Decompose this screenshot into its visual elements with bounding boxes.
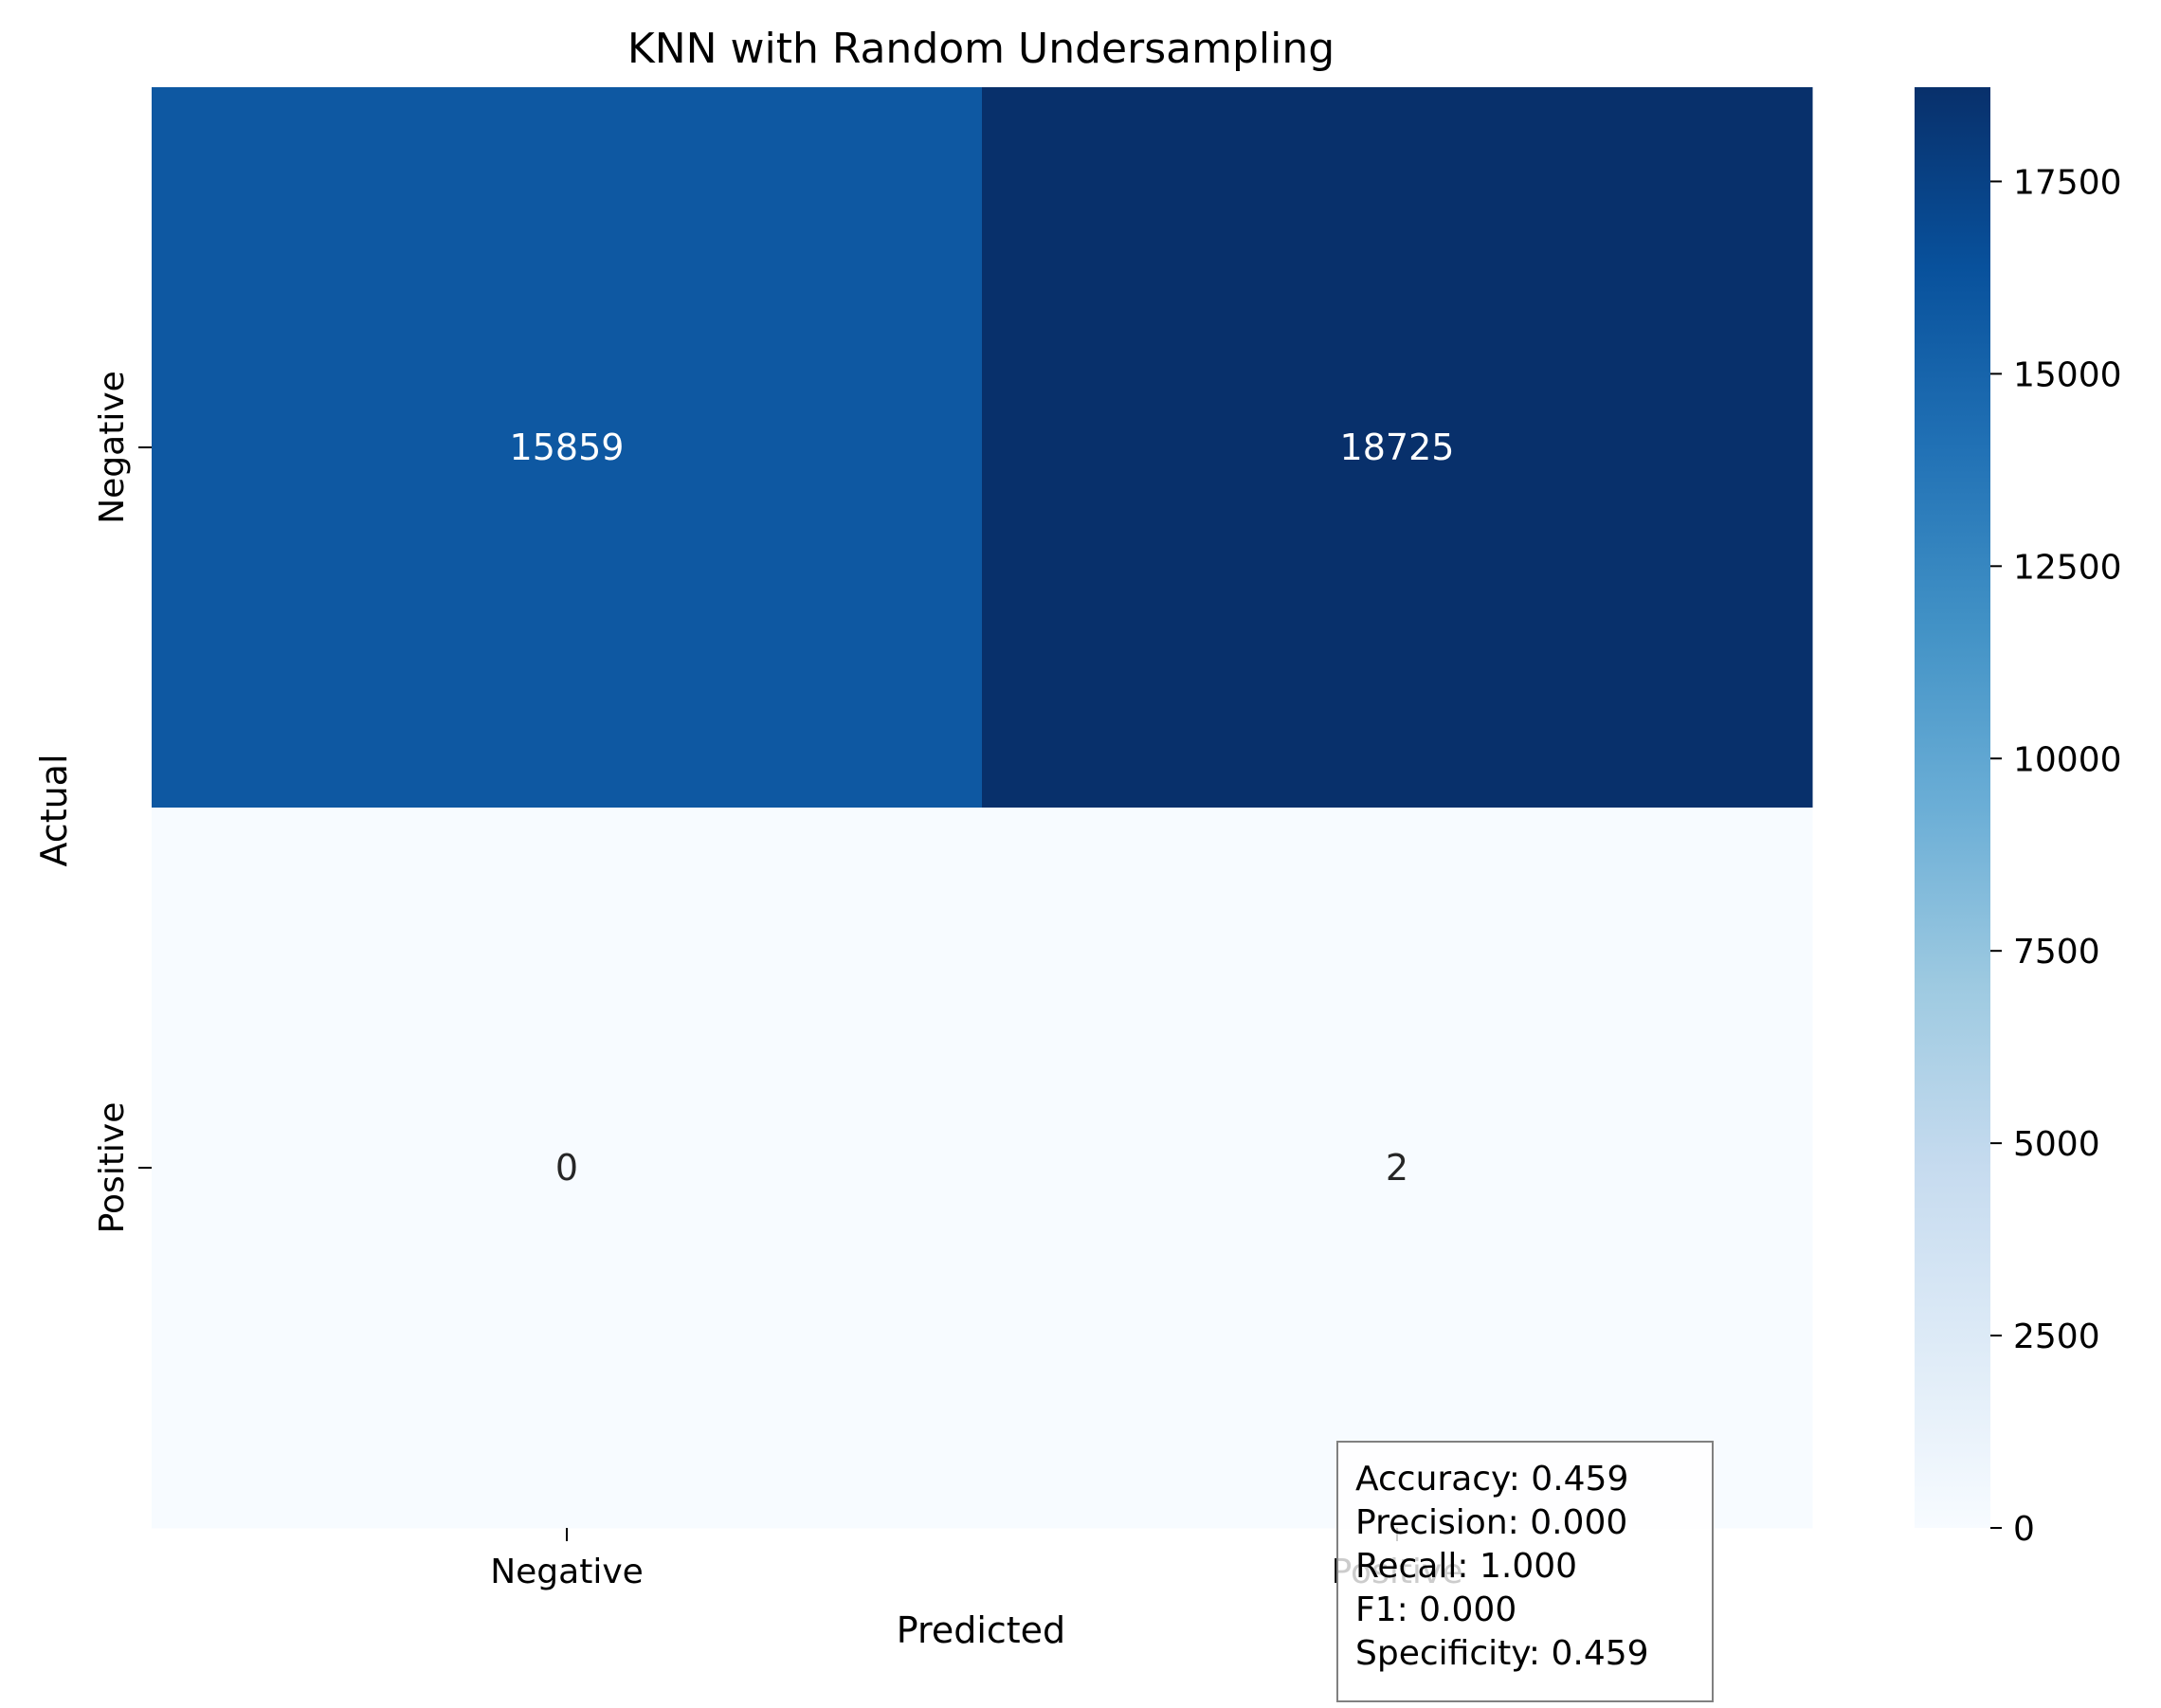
x-tick-label: Negative xyxy=(490,1553,644,1591)
x-axis-label: Predicted xyxy=(897,1609,1065,1651)
heatmap-cell-0-1 xyxy=(982,87,1813,809)
metric-precision: Precision: 0.000 xyxy=(1355,1503,1628,1542)
cell-value-label-0-0: 15859 xyxy=(510,427,625,468)
heatmap-cell-0-0 xyxy=(152,87,983,809)
metrics-box: Accuracy: 0.459 Precision: 0.000 Recall:… xyxy=(1336,1441,1714,1702)
colorbar xyxy=(1915,87,1990,1528)
heatmap-cell-1-1 xyxy=(982,808,1813,1529)
metric-f1: F1: 0.000 xyxy=(1355,1590,1517,1629)
chart-title: KNN with Random Undersampling xyxy=(627,25,1335,73)
colorbar-tick-label: 7500 xyxy=(2013,933,2100,972)
y-tick-label: Positive xyxy=(93,1102,132,1234)
colorbar-tick-label: 5000 xyxy=(2013,1125,2100,1164)
metric-specificity: Specificity: 0.459 xyxy=(1355,1634,1649,1673)
metric-accuracy: Accuracy: 0.459 xyxy=(1355,1460,1629,1499)
cell-value-label-1-1: 2 xyxy=(1386,1147,1408,1189)
colorbar-ticks: 0 2500 5000 7500 10000 12500 15000 17500 xyxy=(1990,163,2122,1549)
colorbar-tick-label: 15000 xyxy=(2013,355,2122,394)
metric-recall: Recall: 1.000 xyxy=(1355,1547,1578,1586)
y-tick-label: Negative xyxy=(93,371,132,524)
y-axis-ticks: Negative Positive xyxy=(93,371,152,1233)
colorbar-tick-label: 12500 xyxy=(2013,548,2122,587)
colorbar-tick-label: 17500 xyxy=(2013,163,2122,202)
heatmap-cell-labels: 15859 18725 0 2 xyxy=(510,427,1455,1189)
colorbar-tick-label: 10000 xyxy=(2013,740,2122,779)
cell-value-label-0-1: 18725 xyxy=(1340,427,1455,468)
y-axis-label: Actual xyxy=(33,754,75,866)
heatmap-cells xyxy=(152,87,1813,1529)
colorbar-tick-label: 2500 xyxy=(2013,1317,2100,1356)
colorbar-tick-label: 0 xyxy=(2013,1510,2035,1549)
cell-value-label-1-0: 0 xyxy=(555,1147,578,1189)
heatmap-cell-1-0 xyxy=(152,808,983,1529)
